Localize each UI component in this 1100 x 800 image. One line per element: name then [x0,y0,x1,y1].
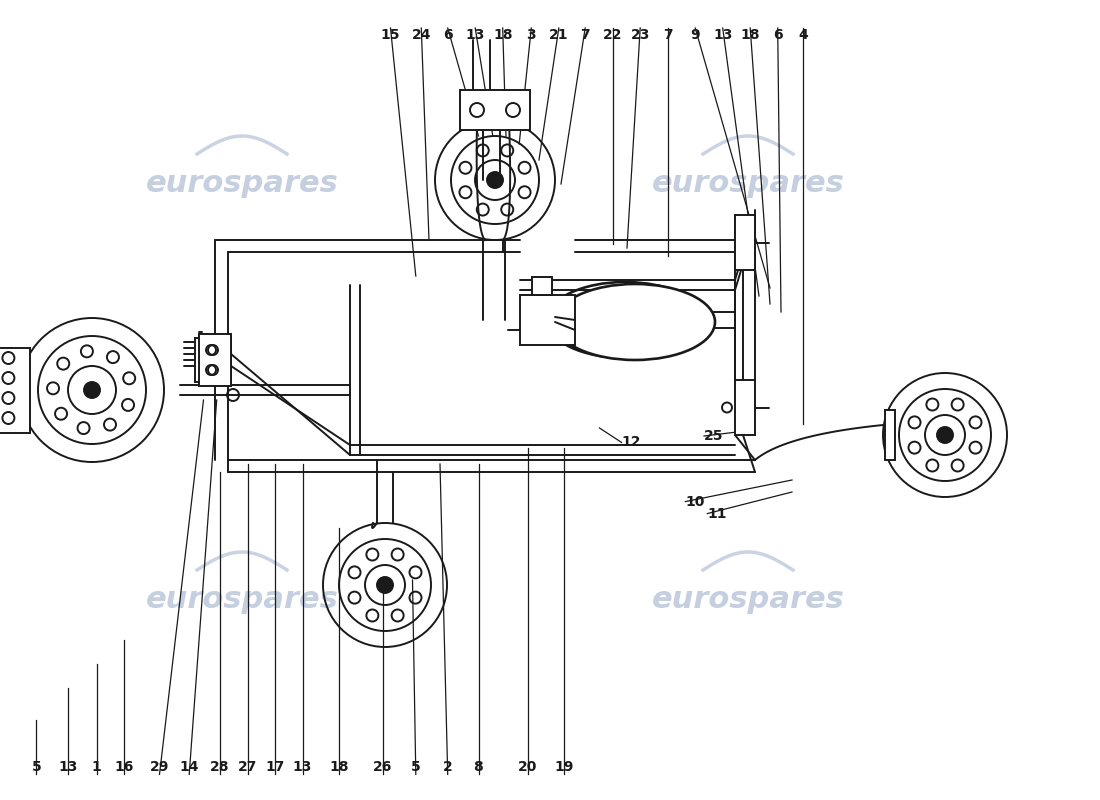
Text: 10: 10 [685,494,705,509]
Circle shape [84,382,100,398]
Text: 21: 21 [549,28,569,42]
Bar [735,380,755,435]
Text: 23: 23 [630,28,650,42]
Text: 28: 28 [210,760,230,774]
Text: 6: 6 [443,28,452,42]
Text: 4: 4 [799,28,807,42]
Text: 13: 13 [465,28,485,42]
Bar [886,410,895,460]
Text: 5: 5 [32,760,41,774]
Text: 6: 6 [773,28,782,42]
Text: 5: 5 [411,760,420,774]
Text: 2: 2 [443,760,452,774]
Text: 25: 25 [704,429,724,443]
Text: 16: 16 [114,760,134,774]
Text: eurospares: eurospares [145,170,339,198]
Text: 19: 19 [554,760,574,774]
Text: 26: 26 [373,760,393,774]
Text: 18: 18 [493,28,513,42]
Text: eurospares: eurospares [651,586,845,614]
Circle shape [487,172,503,188]
Text: 9: 9 [691,28,700,42]
Text: 27: 27 [238,760,257,774]
Text: 18: 18 [329,760,349,774]
Bar [460,90,530,130]
Text: 15: 15 [381,28,400,42]
Text: 7: 7 [663,28,672,42]
Text: eurospares: eurospares [651,170,845,198]
Text: 12: 12 [621,435,641,450]
Text: 13: 13 [713,28,733,42]
Bar [195,338,231,382]
Text: 14: 14 [179,760,199,774]
Text: 18: 18 [740,28,760,42]
Bar [735,215,755,270]
Text: 29: 29 [150,760,169,774]
Text: 7: 7 [581,28,590,42]
Text: 8: 8 [474,760,483,774]
Text: 13: 13 [58,760,78,774]
Circle shape [377,577,393,593]
Text: eurospares: eurospares [145,586,339,614]
Text: 17: 17 [265,760,285,774]
Text: 20: 20 [518,760,538,774]
Bar [520,295,575,345]
Bar [199,334,231,386]
Text: 24: 24 [411,28,431,42]
Text: 3: 3 [527,28,536,42]
Circle shape [937,427,953,443]
Bar [532,277,552,295]
Bar [0,347,30,433]
Text: 13: 13 [293,760,312,774]
Text: 1: 1 [92,760,101,774]
Ellipse shape [556,284,715,360]
Text: 22: 22 [603,28,623,42]
Text: 11: 11 [707,506,727,521]
